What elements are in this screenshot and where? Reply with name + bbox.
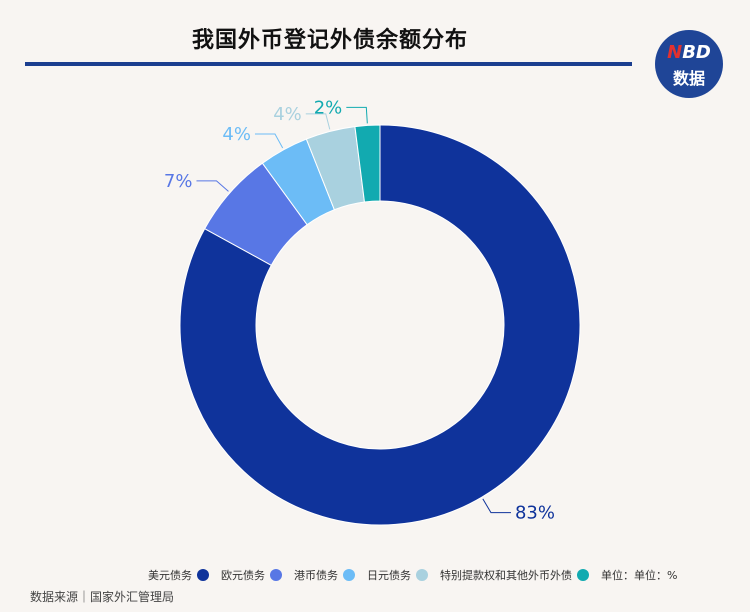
legend-label: 欧元债务 — [221, 569, 265, 582]
leader-line — [482, 498, 511, 514]
legend-swatch — [416, 569, 428, 581]
legend-swatch — [343, 569, 355, 581]
leader-line — [196, 180, 229, 192]
legend-swatch — [197, 569, 209, 581]
data-label: 4% — [273, 104, 302, 125]
logo-text-bottom: 数据 — [672, 69, 705, 88]
legend-swatch — [270, 569, 282, 581]
legend-label: 单位： — [601, 569, 634, 582]
leader-line — [346, 106, 368, 124]
title-underline — [25, 62, 632, 66]
nbd-logo: NBD 数据 — [655, 30, 723, 98]
legend-item-hkd: 港币债务 — [294, 567, 355, 583]
unit-label: 单位：% — [634, 569, 678, 582]
data-label: 4% — [222, 124, 251, 145]
legend-item-other: 特别提款权和其他外币外债 — [440, 567, 589, 583]
data-source: 数据来源｜国家外汇管理局 — [30, 590, 175, 604]
leader-line — [305, 113, 331, 130]
legend-label: 美元债务 — [148, 569, 192, 582]
logo-text-top: NBD — [667, 42, 711, 63]
legend-swatch — [577, 569, 589, 581]
chart-title: 我国外币登记外债余额分布 — [191, 28, 468, 53]
data-label: 2% — [314, 97, 343, 118]
slice-usd — [179, 124, 581, 526]
legend-item-eur: 欧元债务 — [221, 567, 282, 583]
legend-label: 港币债务 — [294, 569, 338, 582]
legend-label: 特别提款权和其他外币外债 — [440, 569, 572, 582]
data-label: 7% — [164, 171, 193, 192]
legend-item-unit: 单位： 单位：% — [601, 567, 677, 583]
legend-item-jpy: 日元债务 — [367, 567, 428, 583]
data-label: 83% — [515, 503, 555, 524]
legend-label: 日元债务 — [367, 569, 411, 582]
leader-line — [254, 133, 284, 149]
legend-item-usd: 美元债务 — [148, 567, 209, 583]
chart-legend: 美元债务 欧元债务 港币债务 日元债务 特别提款权和其他外币外债 单位： 单位：… — [148, 567, 689, 583]
slice-other — [354, 124, 381, 203]
